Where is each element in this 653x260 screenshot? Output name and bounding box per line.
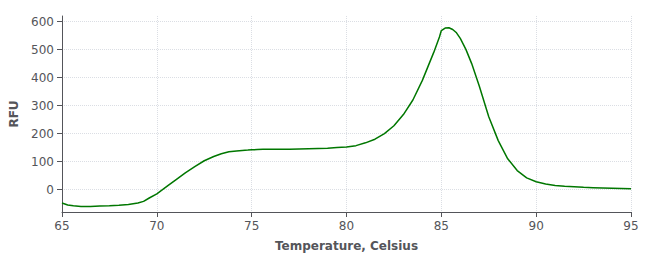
svg-text:500: 500 (31, 43, 54, 57)
svg-text:RFU: RFU (7, 100, 21, 127)
svg-text:80: 80 (339, 219, 354, 233)
svg-text:200: 200 (31, 127, 54, 141)
svg-text:90: 90 (529, 219, 544, 233)
svg-text:300: 300 (31, 99, 54, 113)
svg-text:75: 75 (244, 219, 259, 233)
svg-text:85: 85 (434, 219, 449, 233)
svg-text:95: 95 (623, 219, 638, 233)
svg-text:0: 0 (46, 183, 54, 197)
svg-text:65: 65 (54, 219, 69, 233)
svg-text:400: 400 (31, 71, 54, 85)
svg-text:Temperature, Celsius: Temperature, Celsius (275, 239, 418, 253)
svg-text:600: 600 (31, 15, 54, 29)
svg-text:70: 70 (149, 219, 164, 233)
svg-text:100: 100 (31, 155, 54, 169)
